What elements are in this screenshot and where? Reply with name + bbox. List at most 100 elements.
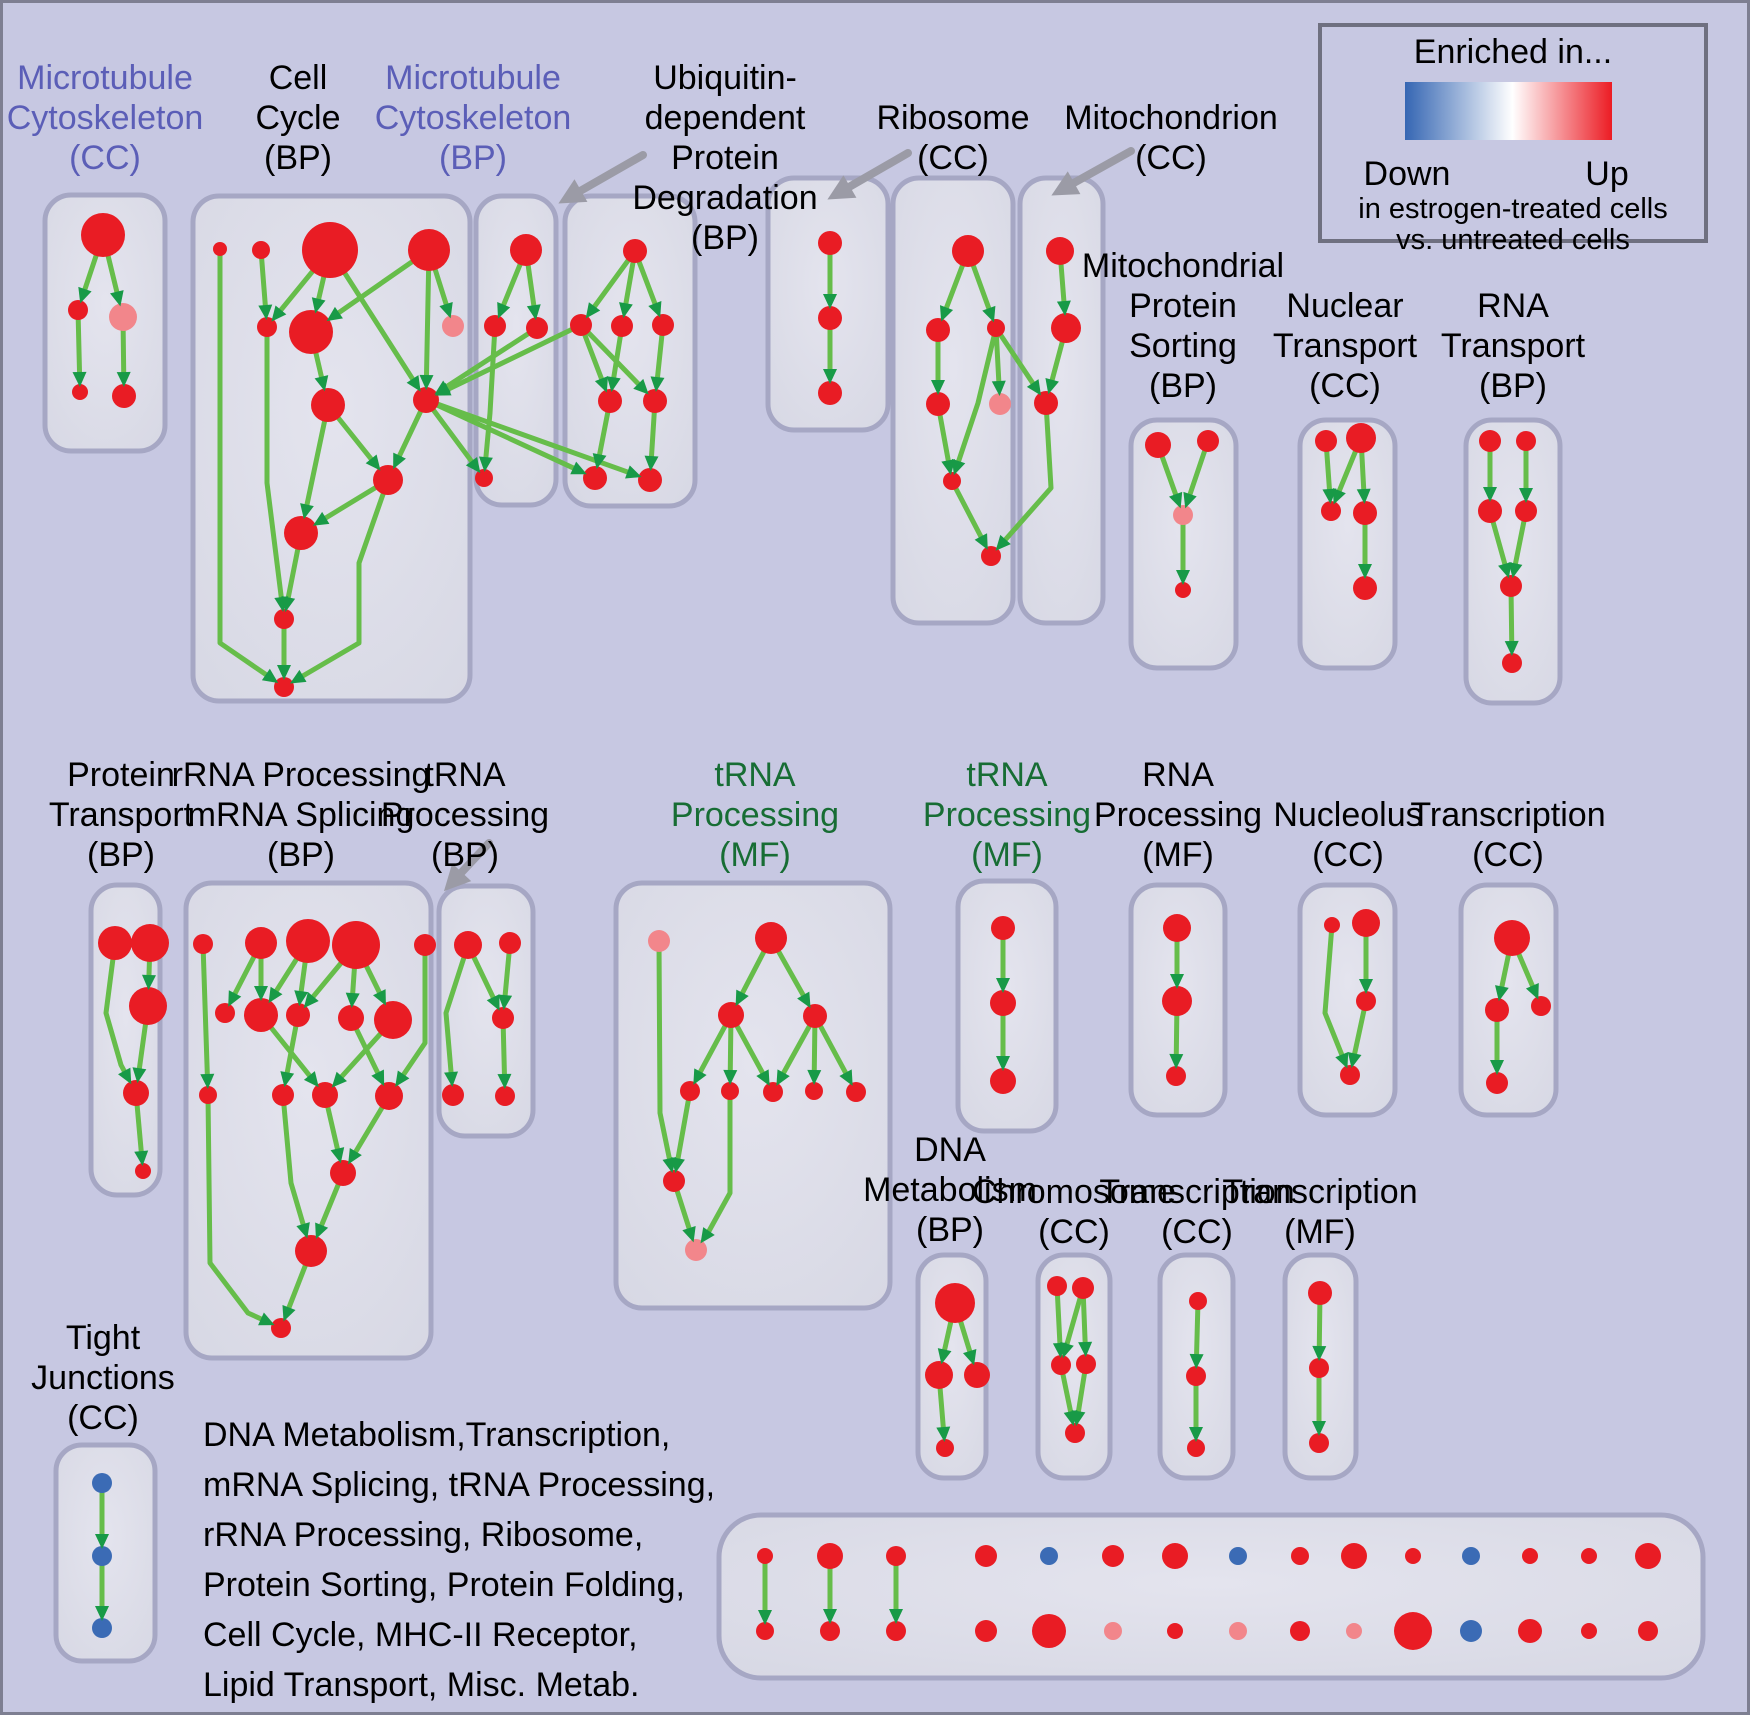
node-mito-m2-red: [1051, 313, 1081, 343]
node-txnccm-d-red: [1486, 1072, 1508, 1094]
edge-rrna.e-to-rrna.n-arrowhead: [395, 1070, 410, 1087]
edge-rrna.l-to-rrna.p-arrowhead: [296, 1222, 310, 1239]
label-trna-processing-mf-small: tRNA Processing (MF): [777, 755, 1237, 875]
node-tight-b-blue: [92, 1546, 112, 1566]
node-ribo-d-red: [926, 392, 950, 416]
edge-cc.d-to-cc.g-arrowhead: [439, 301, 453, 319]
node-rnat-e-red: [1500, 575, 1522, 597]
edge-ribo.a-to-ribo.c-arrowhead: [982, 305, 996, 323]
edge-txnccb.a-to-txnccb.b: [1194, 1298, 1201, 1360]
edge-txnccm.a-to-txnccm.b-arrowhead: [1495, 985, 1509, 1002]
node-mtbp-b-red: [484, 315, 506, 337]
edge-chromo.a-to-chromo.c: [1054, 1283, 1063, 1349]
node-mtbp-d-red: [475, 469, 493, 487]
node-mtcc-b-red: [68, 300, 88, 320]
label-rna-transport-bp-line-0: RNA: [1477, 287, 1549, 325]
label-rna-processing-mf: RNA Processing (MF): [948, 755, 1408, 875]
edge-cc.e-to-cc.l: [264, 324, 285, 603]
label-protein-transport-bp-line-1: Transport: [48, 796, 194, 834]
node-misc-c10t-red: [1341, 1543, 1367, 1569]
label-nuclear-transport-cc-line-2: (CC): [1309, 367, 1381, 405]
label-rrna-processing-mrna-splicing-bp-line-0: rRNA Processing: [171, 756, 431, 794]
node-rnat-b-red: [1516, 431, 1536, 451]
node-trnamf1-f-red: [721, 1082, 739, 1100]
edge-mps.b-to-mps.c-arrowhead: [1183, 491, 1197, 509]
node-chromo-b-red: [1072, 1277, 1094, 1299]
gray-arrow-trna-bp-arrowhead: [443, 863, 472, 892]
node-cc-e-red: [257, 317, 277, 337]
label-ribosome-cc-line-1: (CC): [917, 139, 989, 177]
edge-cc.b-to-cc.e: [258, 247, 269, 311]
node-misc-c10b-pink: [1346, 1623, 1362, 1639]
label-ubiquitin-dependent-protein-degradation-bp: Ubiquitin-dependent Protein Degradation (BP…: [495, 58, 955, 258]
node-nucl-d-red: [1340, 1065, 1360, 1085]
edge-mps.a-to-mps.c-arrowhead: [1169, 491, 1183, 509]
node-cc-b-red: [252, 241, 270, 259]
edge-rrna.b-to-rrna.f-arrowhead: [228, 990, 242, 1007]
edge-rnap.a-to-rnap.b-arrowhead: [1170, 974, 1184, 989]
edge-ubiq.r1-to-cc.h: [443, 322, 584, 393]
edge-trnamf1.d-to-trnamf1.g-arrowhead: [776, 1069, 790, 1086]
node-pt-b-red: [131, 924, 169, 962]
node-nuct-e-red: [1353, 576, 1377, 600]
label-mitochondrial-protein-sorting-bp-line-0: Mitochondrial: [1081, 247, 1285, 285]
node-trnamf1-b-red: [755, 922, 787, 954]
edge-rrna.d-to-rrna.i-arrowhead: [345, 992, 360, 1009]
edge-misc.c3t-to-misc.c3b-arrowhead: [889, 1609, 903, 1624]
edge-ribo.f-to-ribo.g-arrowhead: [974, 533, 988, 550]
edge-nucl.c-to-nucl.d-arrowhead: [1347, 1052, 1362, 1069]
label-mitochondrial-protein-sorting-bp-line-3: (BP): [1149, 367, 1217, 405]
edge-rrna.j-to-rrna.m-arrowhead: [331, 1071, 347, 1088]
edge-chromo.d-to-chromo.e-arrowhead: [1071, 1410, 1086, 1427]
node-misc-c1t-red: [757, 1548, 773, 1564]
node-misc-c14t-red: [1581, 1548, 1597, 1564]
label-chromosome-cc-line-1: (CC): [1038, 1213, 1110, 1251]
node-misc-c15b-red: [1638, 1621, 1658, 1641]
node-rrna-h-red: [286, 1003, 310, 1027]
edge-ubiq.m1-to-ubiq.b1-arrowhead: [592, 453, 607, 470]
label-trna-processing-mf-small-line-1: Processing: [922, 796, 1092, 834]
cluster-box-mito: [1017, 175, 1106, 626]
edge-rrna.b-to-rrna.g-arrowhead: [254, 986, 268, 1001]
node-mtbp-a-red: [510, 234, 542, 266]
edge-mtcc.a-to-mtcc.c-arrowhead: [110, 290, 124, 307]
label-tight-junctions-cc-line-1: Junctions: [31, 1359, 175, 1397]
label-mitochondrion-cc: Mitochondrion (CC): [941, 98, 1401, 178]
legend-up-label: Up: [1585, 155, 1629, 193]
node-misc-c11t-red: [1405, 1548, 1421, 1564]
node-misc-c13b-red: [1518, 1619, 1542, 1643]
label-nucleolus-cc: Nucleolus (CC): [1118, 795, 1578, 875]
label-chromosome-cc-line-0: Chromosome: [971, 1173, 1177, 1211]
node-cc-d-red: [408, 229, 450, 271]
node-txnmf-c-red: [1309, 1433, 1329, 1453]
edge-rrna.a-to-rrna.k: [200, 941, 210, 1080]
node-misc-c2t-red: [817, 1543, 843, 1569]
edge-trnamf2.a-to-trnamf2.b-arrowhead: [996, 978, 1010, 993]
edge-ribo.f-to-ribo.g: [949, 478, 985, 542]
edge-txnccm.b-to-txnccm.d-arrowhead: [1490, 1060, 1504, 1075]
label-transcription-cc-bottom-line-0: Transcription: [1099, 1173, 1295, 1211]
node-txnccm-c-red: [1531, 996, 1551, 1016]
edge-mtbp.a-to-mtbp.c-arrowhead: [526, 304, 541, 321]
node-rrna-p-red: [295, 1235, 327, 1267]
edge-nucl.a-to-nucl.d-arrowhead: [1335, 1051, 1349, 1069]
node-pt-e-red: [135, 1163, 151, 1179]
edge-ubiq.m2-to-ubiq.b2-arrowhead: [644, 455, 659, 472]
edge-ribo.c-to-mito.m3-arrowhead: [1026, 379, 1042, 396]
edge-ubiq.r2-to-ubiq.m1-arrowhead: [606, 376, 621, 393]
edge-tight.a-to-tight.b-arrowhead: [95, 1534, 109, 1549]
label-rrna-processing-mrna-splicing-bp-line-2: (BP): [267, 836, 335, 874]
node-trnamf1-a-pink: [648, 930, 670, 952]
edge-trnamf1.d-to-trnamf1.h-arrowhead: [807, 1069, 822, 1086]
edge-cc.k-to-cc.l-arrowhead: [281, 596, 296, 613]
label-transcription-cc-mid-line-0: Transcription: [1410, 796, 1606, 834]
edge-cc.j-to-cc.m: [297, 477, 391, 680]
label-microtubule-cytoskeleton-cc-line-0: Microtubule: [17, 59, 193, 97]
label-protein-transport-bp: Protein Transport (BP): [3, 755, 351, 875]
node-trnamf2-a-red: [991, 916, 1015, 940]
edge-trnamf2.b-to-trnamf2.c-arrowhead: [996, 1056, 1010, 1071]
node-rrna-g-red: [244, 998, 278, 1032]
node-rrna-c-red: [286, 919, 330, 963]
annotation-list-line-1: mRNA Splicing, tRNA Processing,: [203, 1466, 716, 1504]
node-txnccm-b-red: [1485, 998, 1509, 1022]
